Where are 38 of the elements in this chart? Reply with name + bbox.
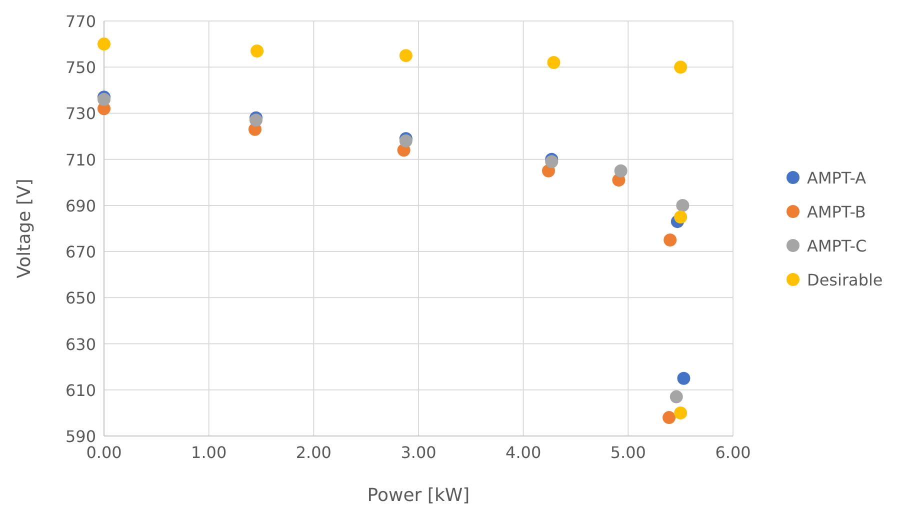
x-tick-label: 3.00 <box>400 443 436 462</box>
point <box>547 56 560 69</box>
point <box>250 44 264 58</box>
x-tick-label: 1.00 <box>191 443 227 462</box>
y-tick-label: 670 <box>65 242 96 262</box>
point <box>664 234 677 247</box>
point <box>674 60 688 74</box>
x-tick-label: 4.00 <box>506 443 542 462</box>
y-axis-title: Voltage [V] <box>14 178 35 278</box>
x-tick-label: 6.00 <box>715 443 751 462</box>
point <box>670 390 683 404</box>
point <box>399 49 412 62</box>
legend-label: AMPT-C <box>807 236 867 256</box>
y-tick-label: 690 <box>65 196 96 216</box>
x-axis-title: Power [kW] <box>367 485 470 506</box>
y-tick-label: 630 <box>65 334 96 354</box>
point <box>662 411 676 424</box>
legend-label: Desirable <box>807 270 883 290</box>
point <box>250 114 263 127</box>
y-tick-label: 590 <box>65 427 96 446</box>
y-tick-label: 610 <box>65 380 96 400</box>
point <box>614 164 628 178</box>
point <box>545 155 558 168</box>
y-tick-label: 710 <box>65 150 96 170</box>
x-tick-label: 0.00 <box>86 443 122 462</box>
point <box>677 372 690 385</box>
point <box>674 210 688 224</box>
y-tick-label: 730 <box>65 104 96 124</box>
x-tick-label: 2.00 <box>296 443 332 462</box>
point <box>98 38 110 51</box>
y-tick-label: 750 <box>65 58 96 78</box>
legend-label: AMPT-B <box>807 202 866 222</box>
y-tick-label: 650 <box>65 288 96 308</box>
legend-label: AMPT-A <box>807 168 866 188</box>
x-tick-label: 5.00 <box>610 443 646 462</box>
y-tick-label: 770 <box>65 12 96 31</box>
point <box>674 406 688 420</box>
point <box>676 198 690 212</box>
